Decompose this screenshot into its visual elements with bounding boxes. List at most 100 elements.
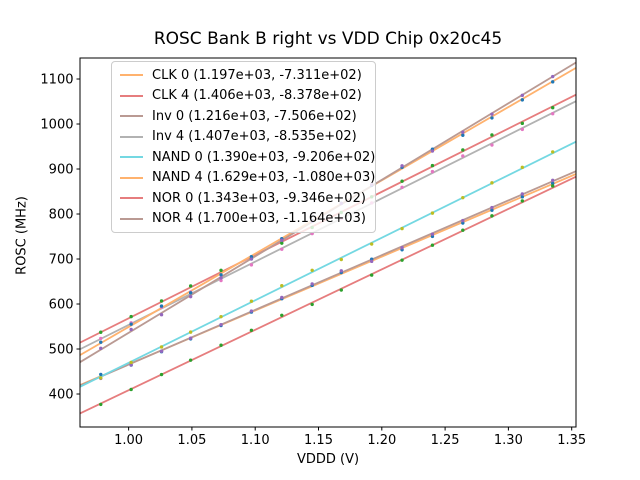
- legend-line-swatch: [120, 156, 143, 159]
- scatter-point: [461, 148, 465, 152]
- scatter-point: [520, 195, 525, 199]
- y-tick-label: 800: [49, 208, 74, 223]
- legend-item-clk-0: CLK 0 (1.197e+03, -7.311e+02): [112, 65, 375, 86]
- scatter-point: [520, 192, 525, 196]
- y-tick-label: 1000: [40, 118, 73, 133]
- scatter-point: [369, 273, 374, 277]
- scatter-point: [461, 195, 465, 200]
- scatter-point: [159, 345, 164, 349]
- legend-item-nor-4: NOR 4 (1.700e+03, -1.164e+03): [112, 209, 375, 230]
- scatter-point: [490, 205, 494, 210]
- y-tick-label: 700: [49, 253, 74, 268]
- scatter-point: [280, 284, 284, 288]
- scatter-point: [430, 232, 435, 236]
- scatter-point: [461, 130, 465, 134]
- scatter-point: [219, 273, 223, 277]
- scatter-point: [159, 304, 164, 308]
- scatter-point: [490, 133, 494, 137]
- legend-item-label: CLK 0 (1.197e+03, -7.311e+02): [152, 67, 362, 83]
- scatter-point: [99, 336, 103, 341]
- scatter-point: [188, 336, 193, 340]
- legend-line-swatch: [120, 135, 143, 138]
- scatter-point: [129, 363, 133, 367]
- scatter-point: [99, 372, 103, 377]
- legend-item-nand-4: NAND 4 (1.629e+03, -1.080e+03): [112, 168, 375, 189]
- y-tick-label: 1100: [40, 73, 73, 88]
- legend-item-inv-4: Inv 4 (1.407e+03, -8.535e+02): [112, 127, 375, 148]
- scatter-point: [400, 258, 404, 262]
- scatter-point: [430, 149, 435, 153]
- scatter-point: [310, 302, 314, 307]
- scatter-point: [461, 221, 465, 225]
- scatter-point: [520, 199, 525, 203]
- scatter-point: [369, 242, 374, 246]
- scatter-point: [461, 133, 465, 137]
- scatter-point: [129, 322, 133, 326]
- x-tick-label: 1.25: [431, 433, 460, 448]
- scatter-point: [490, 143, 494, 147]
- series-points-inv-0: [99, 178, 555, 381]
- scatter-point: [400, 185, 404, 189]
- scatter-point: [520, 165, 525, 170]
- legend-item-nor-0: NOR 0 (1.343e+03, -9.346e+02): [112, 188, 375, 209]
- scatter-point: [461, 228, 465, 232]
- legend-line-swatch: [120, 115, 143, 118]
- scatter-point: [551, 184, 555, 188]
- legend-line-swatch: [120, 176, 143, 179]
- scatter-point: [400, 246, 404, 250]
- scatter-point: [280, 241, 284, 245]
- scatter-point: [129, 327, 133, 332]
- scatter-point: [490, 116, 494, 120]
- scatter-point: [99, 346, 103, 350]
- scatter-point: [551, 74, 555, 79]
- scatter-point: [159, 313, 164, 317]
- axes-spines: [79, 57, 577, 428]
- scatter-point: [551, 112, 555, 116]
- scatter-point: [490, 208, 494, 212]
- y-tick-label: 900: [49, 163, 74, 178]
- scatter-point: [490, 181, 494, 185]
- scatter-point: [310, 268, 314, 272]
- scatter-point: [551, 181, 555, 186]
- scatter-point: [430, 163, 435, 168]
- legend-line-swatch: [120, 94, 143, 97]
- legend-line-swatch: [120, 74, 143, 77]
- scatter-point: [490, 112, 494, 116]
- legend-line-swatch: [120, 197, 143, 200]
- scatter-point: [400, 226, 404, 231]
- scatter-point: [129, 314, 133, 319]
- scatter-point: [490, 214, 494, 218]
- scatter-point: [520, 93, 525, 98]
- scatter-point: [339, 288, 343, 292]
- y-tick-label: 500: [49, 343, 74, 358]
- scatter-point: [249, 309, 254, 313]
- series-points-nand-0: [99, 150, 555, 380]
- legend-item-clk-4: CLK 4 (1.406e+03, -8.378e+02): [112, 86, 375, 107]
- legend-item-nand-0: NAND 0 (1.390e+03, -9.206e+02): [112, 147, 375, 168]
- legend-line-swatch: [120, 217, 143, 220]
- legend-item-label: NOR 4 (1.700e+03, -1.164e+03): [152, 211, 366, 227]
- scatter-point: [520, 127, 525, 132]
- scatter-point: [159, 349, 164, 353]
- scatter-point: [520, 98, 525, 102]
- scatter-point: [339, 257, 343, 262]
- x-tick-label: 1.30: [494, 433, 523, 448]
- scatter-point: [129, 360, 133, 365]
- scatter-point: [219, 314, 223, 319]
- legend-item-label: NAND 0 (1.390e+03, -9.206e+02): [152, 149, 376, 165]
- scatter-point: [461, 218, 465, 223]
- scatter-point: [339, 269, 343, 273]
- scatter-point: [188, 284, 193, 288]
- legend: CLK 0 (1.197e+03, -7.311e+02) CLK 4 (1.40…: [111, 61, 376, 233]
- y-tick-label: 400: [49, 388, 74, 403]
- x-tick-label: 1.00: [114, 433, 143, 448]
- scatter-point: [188, 330, 193, 334]
- scatter-point: [99, 330, 103, 334]
- x-tick-label: 1.20: [367, 433, 396, 448]
- legend-item-label: Inv 0 (1.216e+03, -7.506e+02): [152, 108, 357, 124]
- x-axis-label: VDDD (V): [296, 452, 360, 467]
- scatter-point: [280, 313, 284, 318]
- x-tick-label: 1.05: [177, 433, 206, 448]
- scatter-point: [188, 291, 193, 295]
